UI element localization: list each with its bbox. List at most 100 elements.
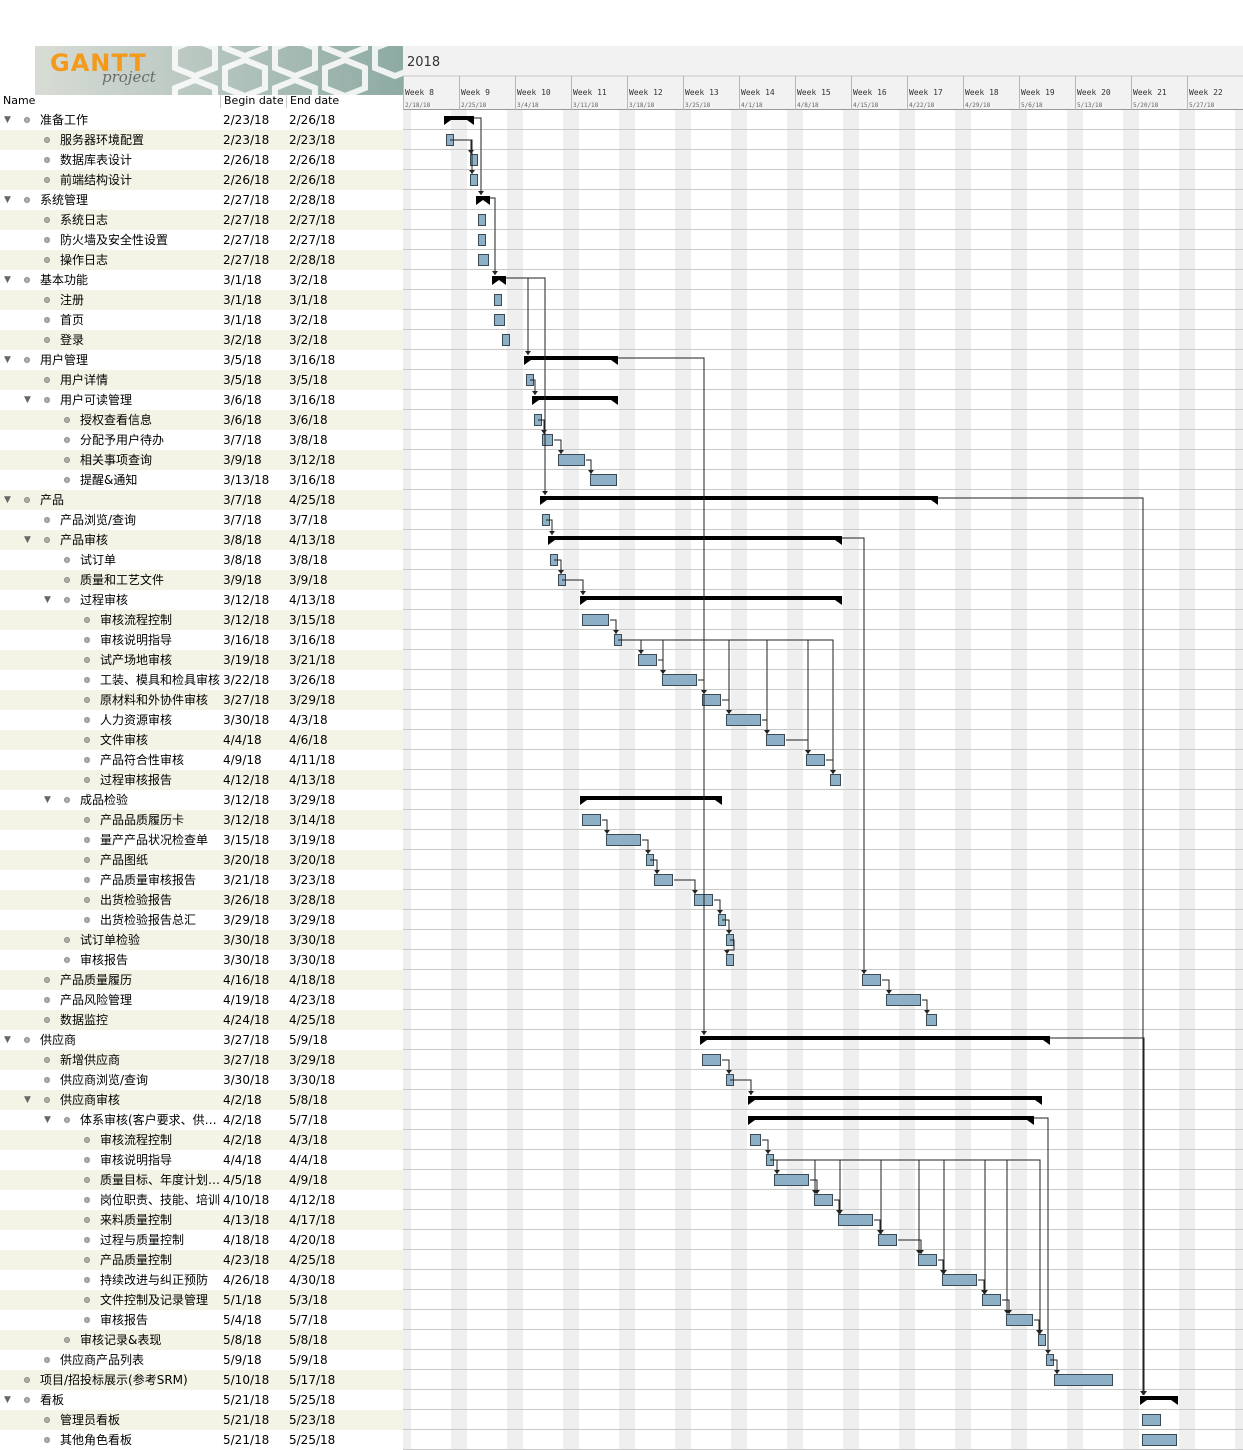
task-row[interactable]: ▼ 看板 5/21/18 5/25/18 [0,1390,403,1410]
dependency-line [642,839,649,854]
expand-toggle-icon[interactable]: ▼ [4,115,11,125]
task-row[interactable]: 供应商产品列表 5/9/18 5/9/18 [0,1350,403,1370]
task-row[interactable]: 用户详情 3/5/18 3/5/18 [0,370,403,390]
task-row[interactable]: 审核流程控制 3/12/18 3/15/18 [0,610,403,630]
task-row[interactable]: 防火墙及安全性设置 2/27/18 2/27/18 [0,230,403,250]
expand-toggle-icon[interactable]: ▼ [24,535,31,545]
task-row[interactable]: 试订单 3/8/18 3/8/18 [0,550,403,570]
task-row[interactable]: 产品浏览/查询 3/7/18 3/7/18 [0,510,403,530]
task-row[interactable]: 过程与质量控制 4/18/18 4/20/18 [0,1230,403,1250]
expand-toggle-icon[interactable]: ▼ [4,1035,11,1045]
summary-bar [524,356,618,360]
expand-toggle-icon[interactable]: ▼ [4,355,11,365]
expand-toggle-icon[interactable]: ▼ [4,1395,11,1405]
task-row[interactable]: 产品质量审核报告 3/21/18 3/23/18 [0,870,403,890]
task-row[interactable]: 授权查看信息 3/6/18 3/6/18 [0,410,403,430]
task-row[interactable]: 管理员看板 5/21/18 5/23/18 [0,1410,403,1430]
task-bar [478,254,489,266]
task-row[interactable]: 产品符合性审核 4/9/18 4/11/18 [0,750,403,770]
task-row[interactable]: 项目/招投标展示(参考SRM) 5/10/18 5/17/18 [0,1370,403,1390]
column-divider[interactable] [286,94,287,108]
task-row[interactable]: 产品质量履历 4/16/18 4/18/18 [0,970,403,990]
task-row[interactable]: 服务器环境配置 2/23/18 2/23/18 [0,130,403,150]
task-row[interactable]: 数据库表设计 2/26/18 2/26/18 [0,150,403,170]
task-row[interactable]: 新增供应商 3/27/18 3/29/18 [0,1050,403,1070]
task-row[interactable]: ▼ 基本功能 3/1/18 3/2/18 [0,270,403,290]
task-row[interactable]: 质量和工艺文件 3/9/18 3/9/18 [0,570,403,590]
expand-toggle-icon[interactable]: ▼ [24,1095,31,1105]
task-row[interactable]: ▼ 用户可读管理 3/6/18 3/16/18 [0,390,403,410]
task-row[interactable]: 来料质量控制 4/13/18 4/17/18 [0,1210,403,1230]
task-row[interactable]: ▼ 供应商 3/27/18 5/9/18 [0,1030,403,1050]
task-row[interactable]: 过程审核报告 4/12/18 4/13/18 [0,770,403,790]
task-row[interactable]: 质量目标、年度计划… 4/5/18 4/9/18 [0,1170,403,1190]
task-row[interactable]: 出货检验报告 3/26/18 3/28/18 [0,890,403,910]
task-row[interactable]: 审核报告 5/4/18 5/7/18 [0,1310,403,1330]
dependency-arrowhead [1006,1310,1012,1314]
task-row[interactable]: 审核说明指导 4/4/18 4/4/18 [0,1150,403,1170]
expand-toggle-icon[interactable]: ▼ [4,275,11,285]
task-row[interactable]: ▼ 产品 3/7/18 4/25/18 [0,490,403,510]
task-row[interactable]: 系统日志 2/27/18 2/27/18 [0,210,403,230]
task-row[interactable]: 首页 3/1/18 3/2/18 [0,310,403,330]
task-row[interactable]: ▼ 产品审核 3/8/18 4/13/18 [0,530,403,550]
task-row[interactable]: 数据监控 4/24/18 4/25/18 [0,1010,403,1030]
task-bullet-icon [44,1057,50,1063]
task-row[interactable]: ▼ 用户管理 3/5/18 3/16/18 [0,350,403,370]
column-header-name[interactable]: Name [3,94,36,107]
task-row[interactable]: ▼ 过程审核 3/12/18 4/13/18 [0,590,403,610]
task-row[interactable]: 登录 3/2/18 3/2/18 [0,330,403,350]
task-row[interactable]: 供应商浏览/查询 3/30/18 3/30/18 [0,1070,403,1090]
task-row[interactable]: 产品图纸 3/20/18 3/20/18 [0,850,403,870]
column-header-end-date[interactable]: End date [290,94,340,107]
task-name: 来料质量控制 [100,1213,173,1227]
task-row[interactable]: ▼ 成品检验 3/12/18 3/29/18 [0,790,403,810]
task-row[interactable]: 人力资源审核 3/30/18 4/3/18 [0,710,403,730]
column-header-begin-date[interactable]: Begin date [224,94,284,107]
expand-toggle-icon[interactable]: ▼ [44,595,51,605]
task-row[interactable]: 产品品质履历卡 3/12/18 3/14/18 [0,810,403,830]
task-row[interactable]: 前端结构设计 2/26/18 2/26/18 [0,170,403,190]
task-row[interactable]: 注册 3/1/18 3/1/18 [0,290,403,310]
summary-bar-cap [715,800,722,805]
task-row[interactable]: 岗位职责、技能、培训 4/10/18 4/12/18 [0,1190,403,1210]
column-divider[interactable] [220,94,221,108]
expand-toggle-icon[interactable]: ▼ [44,795,51,805]
task-row[interactable]: 产品风险管理 4/19/18 4/23/18 [0,990,403,1010]
task-row[interactable]: 文件控制及记录管理 5/1/18 5/3/18 [0,1290,403,1310]
expand-toggle-icon[interactable]: ▼ [4,495,11,505]
task-row[interactable]: ▼ 供应商审核 4/2/18 5/8/18 [0,1090,403,1110]
task-row[interactable]: 原材料和外协件审核 3/27/18 3/29/18 [0,690,403,710]
task-row[interactable]: 量产产品状况检查单 3/15/18 3/19/18 [0,830,403,850]
task-row[interactable]: 审核报告 3/30/18 3/30/18 [0,950,403,970]
expand-toggle-icon[interactable]: ▼ [4,195,11,205]
task-begin-date: 3/7/18 [223,433,262,447]
task-row[interactable]: 试订单检验 3/30/18 3/30/18 [0,930,403,950]
task-row[interactable]: ▼ 准备工作 2/23/18 2/26/18 [0,110,403,130]
task-row[interactable]: 工装、模具和检具审核 3/22/18 3/26/18 [0,670,403,690]
task-bullet-icon [84,737,90,743]
expand-toggle-icon[interactable]: ▼ [44,1115,51,1125]
summary-bar-cap [580,800,587,805]
task-row[interactable]: 提醒&通知 3/13/18 3/16/18 [0,470,403,490]
task-row[interactable]: 审核记录&表现 5/8/18 5/8/18 [0,1330,403,1350]
task-row[interactable]: 持续改进与纠正预防 4/26/18 4/30/18 [0,1270,403,1290]
task-row[interactable]: ▼ 体系审核(客户要求、供… 4/2/18 5/7/18 [0,1110,403,1130]
task-bar [766,734,785,746]
task-row[interactable]: 审核流程控制 4/2/18 4/3/18 [0,1130,403,1150]
task-row[interactable]: 相关事项查询 3/9/18 3/12/18 [0,450,403,470]
summary-bar-cap [1035,1100,1042,1105]
task-begin-date: 4/2/18 [223,1113,262,1127]
task-row[interactable]: 其他角色看板 5/21/18 5/25/18 [0,1430,403,1450]
task-row[interactable]: 分配予用户待办 3/7/18 3/8/18 [0,430,403,450]
task-row[interactable]: 操作日志 2/27/18 2/28/18 [0,250,403,270]
task-row[interactable]: 产品质量控制 4/23/18 4/25/18 [0,1250,403,1270]
task-row[interactable]: 审核说明指导 3/16/18 3/16/18 [0,630,403,650]
task-row[interactable]: 文件审核 4/4/18 4/6/18 [0,730,403,750]
task-begin-date: 4/18/18 [223,1233,270,1247]
task-row[interactable]: 出货检验报告总汇 3/29/18 3/29/18 [0,910,403,930]
task-row[interactable]: 试产场地审核 3/19/18 3/21/18 [0,650,403,670]
expand-toggle-icon[interactable]: ▼ [24,395,31,405]
dependency-arrowhead [774,1170,780,1174]
task-row[interactable]: ▼ 系统管理 2/27/18 2/28/18 [0,190,403,210]
